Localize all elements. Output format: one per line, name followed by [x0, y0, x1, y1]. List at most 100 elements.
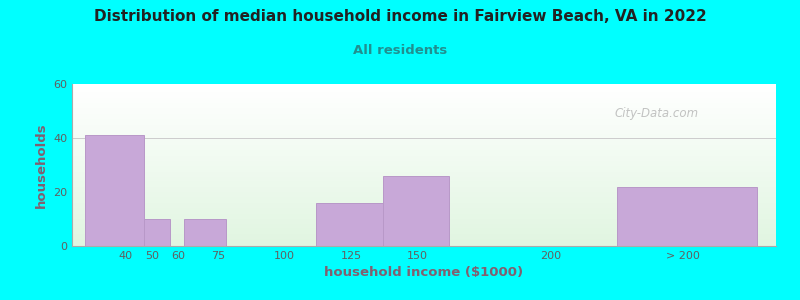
- Bar: [72, 84, 776, 85]
- Bar: [72, 227, 776, 229]
- Text: All residents: All residents: [353, 44, 447, 56]
- Bar: [72, 177, 776, 178]
- Bar: [72, 91, 776, 92]
- Text: City-Data.com: City-Data.com: [614, 107, 698, 120]
- Bar: [617, 187, 758, 246]
- Bar: [72, 207, 776, 208]
- Bar: [72, 243, 776, 245]
- Bar: [72, 104, 776, 106]
- Bar: [72, 215, 776, 216]
- Bar: [72, 195, 776, 196]
- Bar: [72, 101, 776, 103]
- Bar: [72, 176, 776, 177]
- Bar: [72, 196, 776, 197]
- Text: Distribution of median household income in Fairview Beach, VA in 2022: Distribution of median household income …: [94, 9, 706, 24]
- Bar: [72, 174, 776, 176]
- Bar: [72, 192, 776, 193]
- Bar: [317, 203, 383, 246]
- Bar: [72, 224, 776, 226]
- Bar: [72, 150, 776, 152]
- Bar: [72, 98, 776, 99]
- Bar: [72, 184, 776, 185]
- Bar: [72, 143, 776, 145]
- Bar: [72, 95, 776, 96]
- Bar: [72, 111, 776, 112]
- Bar: [72, 226, 776, 227]
- Bar: [72, 199, 776, 200]
- Bar: [72, 108, 776, 110]
- Bar: [72, 112, 776, 114]
- Bar: [144, 219, 170, 246]
- Bar: [72, 146, 776, 147]
- Bar: [72, 191, 776, 192]
- Bar: [72, 145, 776, 146]
- Bar: [72, 178, 776, 180]
- Bar: [72, 87, 776, 88]
- Bar: [72, 170, 776, 172]
- Bar: [72, 99, 776, 100]
- Bar: [72, 89, 776, 91]
- Bar: [72, 241, 776, 242]
- Bar: [72, 115, 776, 116]
- Bar: [72, 169, 776, 170]
- Bar: [72, 173, 776, 174]
- Bar: [72, 134, 776, 135]
- Bar: [72, 123, 776, 124]
- Bar: [72, 209, 776, 211]
- Bar: [72, 107, 776, 108]
- Bar: [72, 126, 776, 127]
- Bar: [72, 172, 776, 173]
- Bar: [72, 234, 776, 235]
- Bar: [72, 106, 776, 107]
- Bar: [72, 232, 776, 234]
- Bar: [72, 188, 776, 189]
- Bar: [72, 202, 776, 203]
- Bar: [72, 203, 776, 204]
- Bar: [72, 189, 776, 191]
- Bar: [72, 120, 776, 122]
- Bar: [72, 223, 776, 224]
- Bar: [183, 219, 226, 246]
- Bar: [72, 164, 776, 165]
- Bar: [72, 158, 776, 160]
- Bar: [72, 168, 776, 169]
- Bar: [72, 211, 776, 212]
- Bar: [72, 162, 776, 164]
- Bar: [72, 135, 776, 136]
- Bar: [72, 218, 776, 219]
- Bar: [72, 130, 776, 131]
- Bar: [72, 142, 776, 143]
- Bar: [72, 100, 776, 101]
- Bar: [72, 152, 776, 153]
- Bar: [72, 88, 776, 89]
- Bar: [72, 235, 776, 236]
- Bar: [72, 193, 776, 195]
- Bar: [72, 124, 776, 126]
- Bar: [72, 222, 776, 223]
- Bar: [72, 116, 776, 118]
- Bar: [72, 153, 776, 154]
- Bar: [72, 230, 776, 231]
- Bar: [72, 239, 776, 241]
- Bar: [72, 119, 776, 120]
- Bar: [72, 197, 776, 199]
- Bar: [72, 118, 776, 119]
- Bar: [72, 128, 776, 130]
- Bar: [72, 92, 776, 93]
- Bar: [72, 122, 776, 123]
- Bar: [72, 214, 776, 215]
- Bar: [72, 216, 776, 218]
- Bar: [72, 212, 776, 214]
- Bar: [72, 127, 776, 128]
- Bar: [383, 176, 450, 246]
- Bar: [72, 185, 776, 187]
- Bar: [86, 135, 144, 246]
- Bar: [72, 149, 776, 150]
- Bar: [72, 160, 776, 161]
- Bar: [72, 148, 776, 149]
- Bar: [72, 138, 776, 139]
- Bar: [72, 103, 776, 104]
- Bar: [72, 133, 776, 134]
- X-axis label: household income ($1000): household income ($1000): [325, 266, 523, 279]
- Bar: [72, 85, 776, 87]
